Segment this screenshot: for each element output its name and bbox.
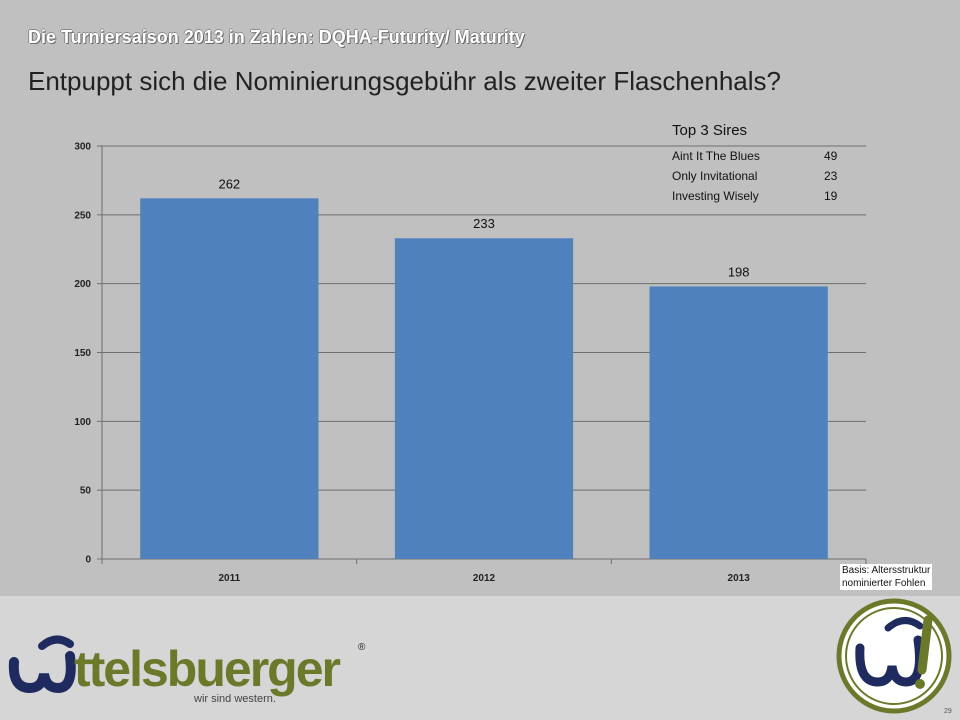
w-seal-logo-icon: [836, 598, 952, 714]
slide-title: Entpuppt sich die Nominierungsgebühr als…: [28, 66, 781, 96]
y-tick-label: 0: [85, 555, 91, 566]
logo-wordmark: ttelsbuerger: [74, 641, 341, 697]
sire-count: 49: [824, 149, 838, 163]
x-tick-label: 2013: [728, 573, 751, 584]
bar: [140, 198, 319, 559]
top-sires-title: Top 3 Sires: [672, 122, 748, 139]
chart-bars: [140, 198, 828, 559]
slide-footer-band: [0, 596, 960, 720]
logo-tagline: wir sind western.: [194, 693, 276, 705]
top-sires-row: Only Invitational 23: [672, 166, 852, 186]
y-tick-label: 300: [74, 142, 91, 153]
sire-count: 19: [824, 189, 838, 203]
logo-w-mark-icon: [8, 635, 76, 694]
y-tick-label: 150: [74, 348, 91, 359]
data-label: 233: [473, 216, 495, 231]
data-label: 262: [218, 176, 240, 191]
top-sires-row: Aint It The Blues 49: [672, 146, 852, 166]
y-tick-label: 200: [74, 279, 91, 290]
registered-mark: ®: [358, 642, 366, 653]
top-sires-row: Investing Wisely 19: [672, 186, 852, 206]
bar-chart: 0 50 100 150 200 250 300 262 2011 233 2012 198 2013: [74, 142, 867, 584]
sire-name: Only Invitational: [672, 169, 758, 183]
bar: [649, 286, 828, 559]
bar: [394, 238, 574, 559]
chart-labels: 262 2011 233 2012 198 2013: [218, 176, 750, 584]
sire-name: Aint It The Blues: [672, 149, 760, 163]
data-label: 198: [728, 264, 750, 279]
x-tick-label: 2011: [218, 573, 240, 584]
sire-count: 23: [824, 169, 838, 183]
x-tick-label: 2012: [473, 573, 496, 584]
y-tick-label: 250: [74, 210, 91, 221]
y-tick-label: 100: [74, 417, 91, 428]
basis-line-1: Basis: Altersstruktur: [842, 565, 931, 576]
basis-line-2: nominierter Fohlen: [842, 578, 926, 589]
basis-note: Basis: Altersstruktur nominierter Fohlen: [840, 564, 933, 590]
page-number: 29: [944, 708, 952, 715]
top-sires-box: Top 3 Sires Aint It The Blues 49 Only In…: [672, 122, 852, 206]
slide-subtitle: Die Turniersaison 2013 in Zahlen: DQHA-F…: [28, 27, 525, 47]
sire-name: Investing Wisely: [672, 189, 759, 203]
y-tick-label: 50: [80, 486, 92, 497]
wittelsbuerger-logo: ttelsbuerger ®: [8, 635, 366, 697]
